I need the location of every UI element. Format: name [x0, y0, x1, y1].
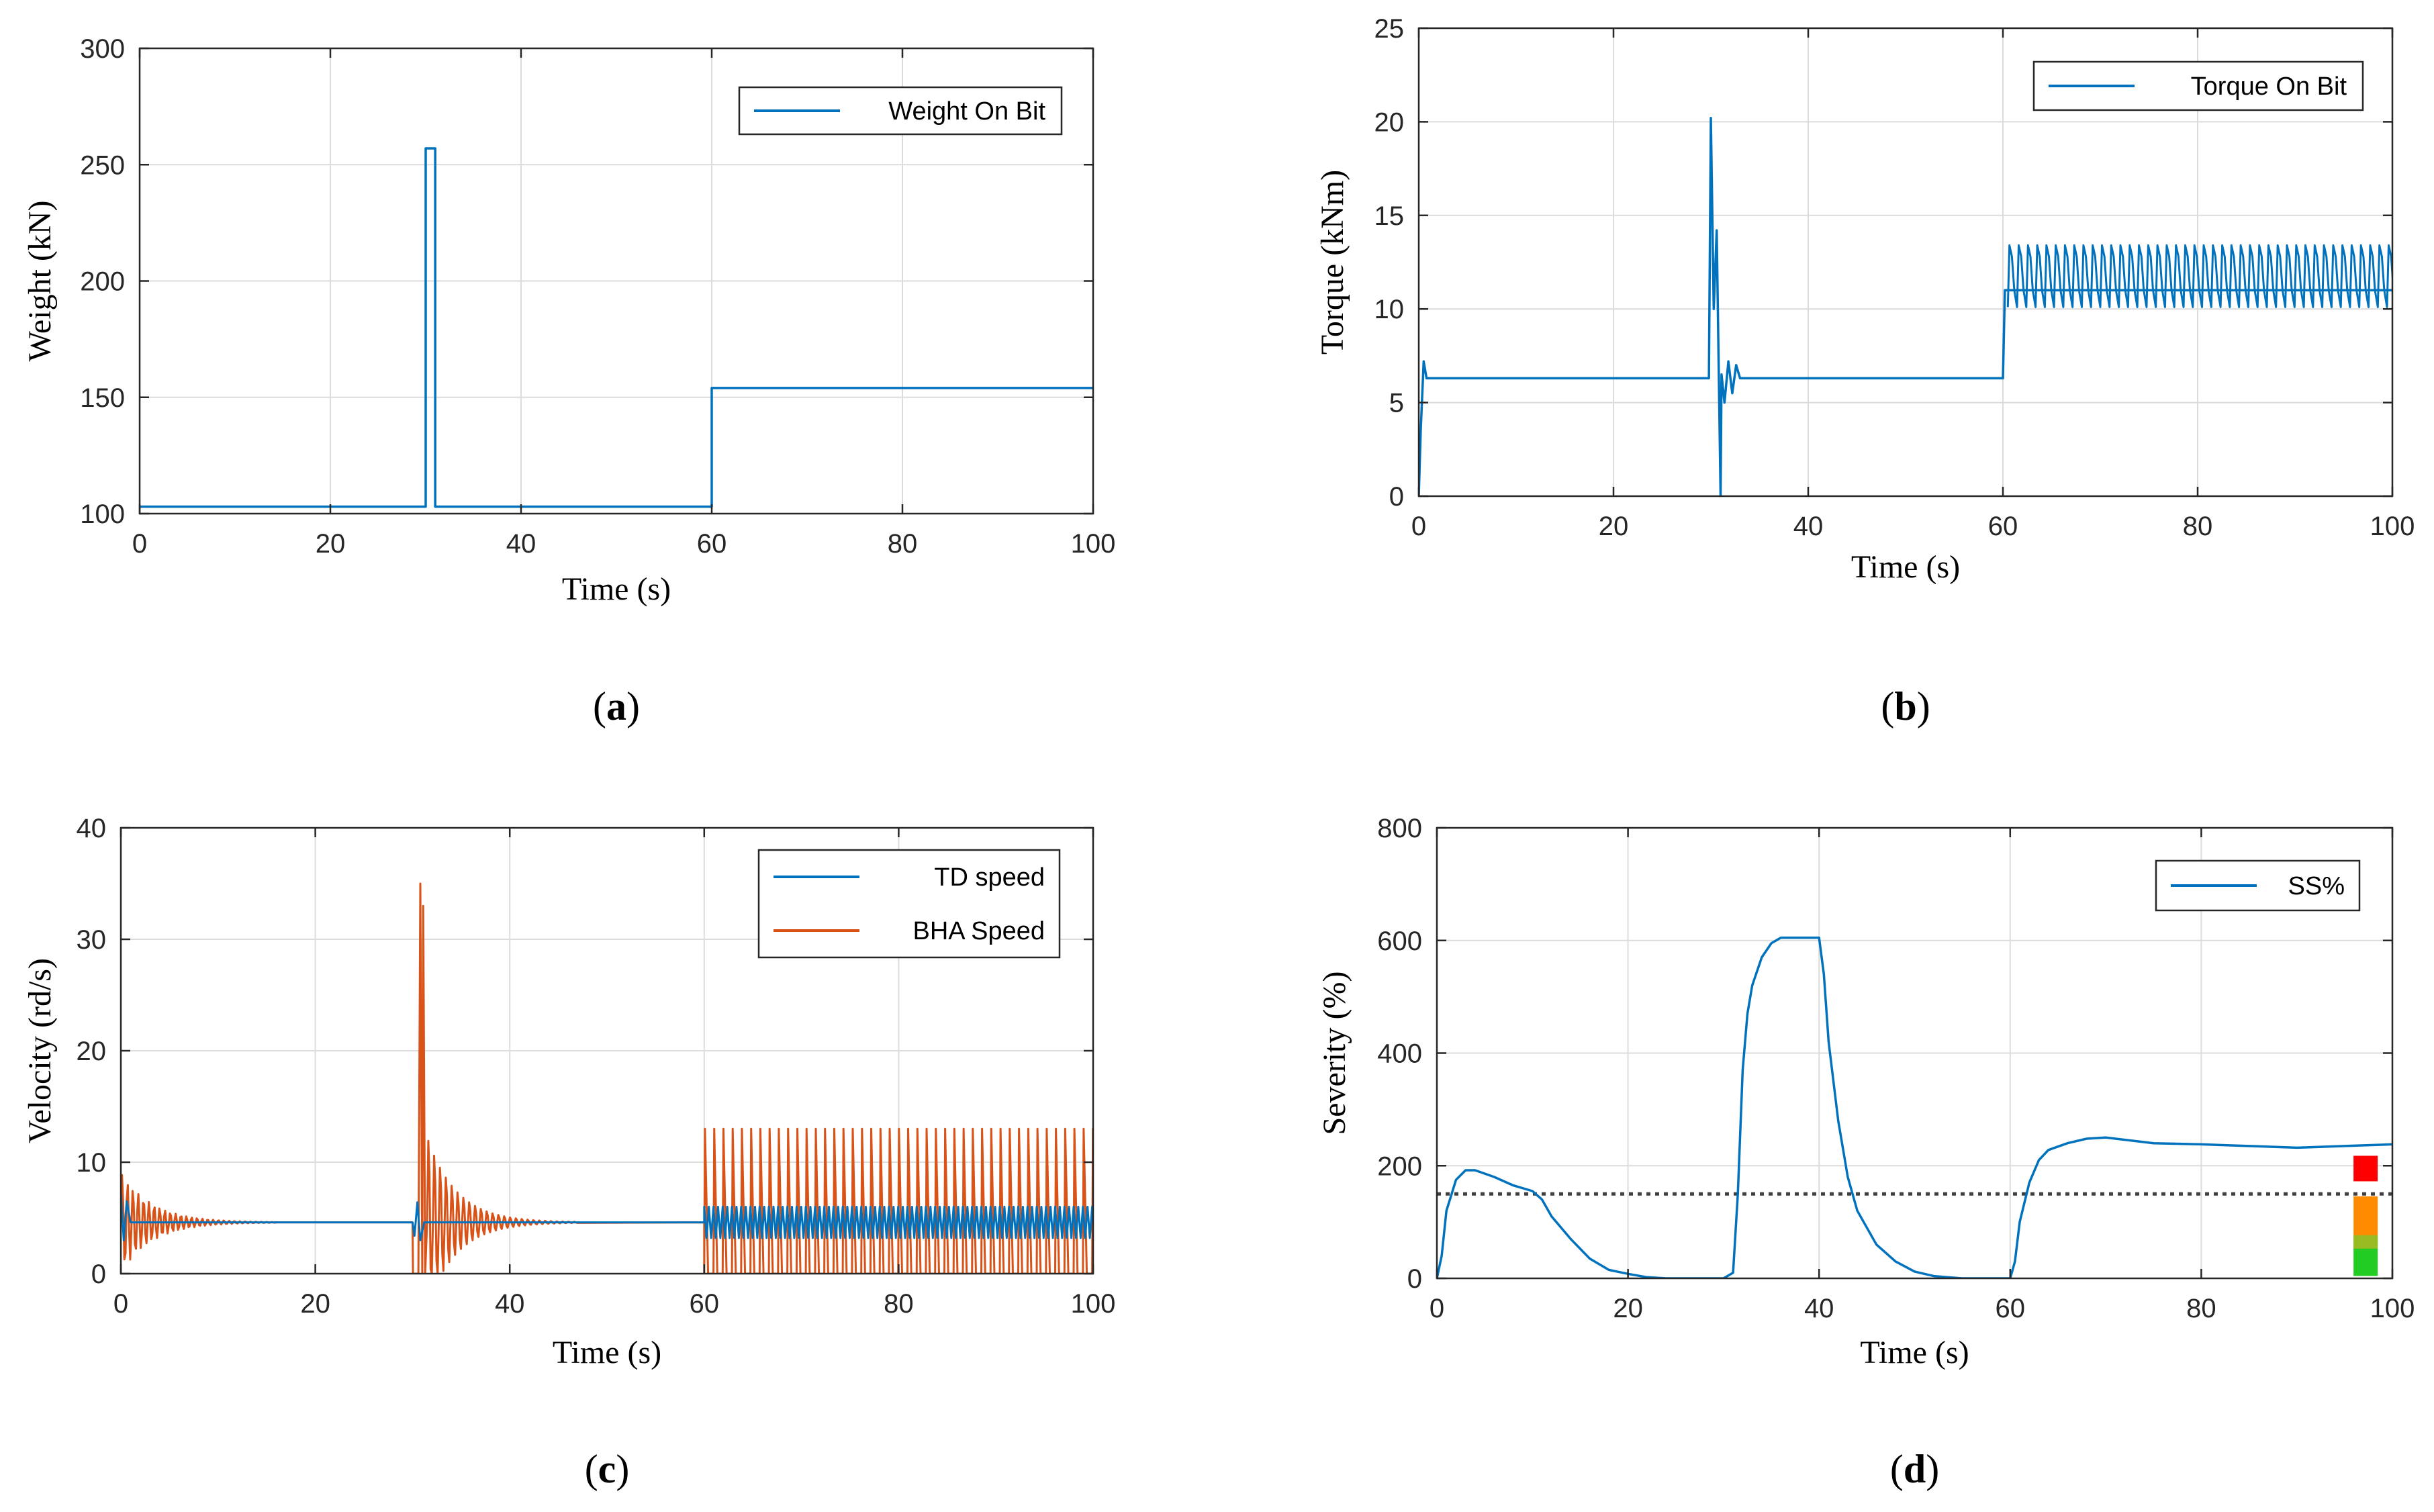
chart-c: 0 20 40 60 80 100 0 10 20 30 40 Time (s) Velocity (r…: [22, 814, 1115, 1491]
x-tick-label: 40: [1793, 512, 1824, 541]
caption-letter: d: [1904, 1447, 1926, 1491]
series-line-torque-oscillation: [2006, 244, 2392, 308]
caption-letter: c: [598, 1447, 616, 1491]
y-tick-label: 40: [77, 814, 107, 843]
x-axis-label: Time (s): [1851, 549, 1960, 585]
series-line-td-speed: [121, 1193, 1093, 1241]
y-tick-label: 600: [1377, 927, 1422, 956]
legend-label: SS%: [2288, 872, 2345, 900]
legend-label: TD speed: [934, 863, 1045, 892]
y-tick-label: 0: [91, 1260, 106, 1289]
chart-b: 0 20 40 60 80 100 0 5 10 15 20 25 Time (s) Torque (kN…: [1315, 14, 2415, 728]
x-tick-label: 0: [1411, 512, 1426, 541]
y-axis-label: Torque (kNm): [1315, 170, 1350, 355]
severity-marker-high: [2353, 1155, 2378, 1182]
x-axis-label: Time (s): [553, 1335, 661, 1370]
subfigure-caption: (d): [1890, 1447, 1939, 1491]
y-tick-label: 400: [1377, 1039, 1422, 1069]
data-layer: [1419, 117, 2392, 496]
x-tick-label: 80: [2186, 1294, 2216, 1323]
x-tick-label: 60: [697, 529, 727, 559]
y-tick-label: 250: [80, 150, 125, 180]
y-tick-label: 10: [1374, 295, 1405, 324]
y-tick-label: 100: [80, 500, 125, 529]
x-tick-label: 80: [888, 529, 918, 559]
subfigure-caption: (b): [1881, 684, 1930, 728]
x-tick-label: 40: [506, 529, 536, 559]
plot-frame: [1417, 27, 2394, 498]
legend-label: Weight On Bit: [888, 97, 1045, 126]
severity-marker-gradient: [2353, 1235, 2378, 1249]
y-tick-label: 25: [1374, 14, 1405, 44]
data-layer: [1437, 936, 2392, 1278]
y-tick-label: 15: [1374, 201, 1405, 231]
x-tick-label: 100: [1071, 1289, 1116, 1319]
data-layer: [140, 147, 1093, 508]
y-axis-label: Weight (kN): [22, 200, 58, 361]
x-tick-label: 80: [2183, 512, 2213, 541]
subfigure-caption: (a): [593, 684, 640, 728]
x-tick-label: 60: [1988, 512, 2018, 541]
x-tick-label: 100: [1071, 529, 1116, 559]
y-tick-label: 800: [1377, 814, 1422, 843]
y-axis-label: Velocity (rd/s): [22, 958, 58, 1143]
x-axis-label: Time (s): [562, 571, 671, 607]
caption-letter: b: [1894, 684, 1916, 728]
y-tick-label: 300: [80, 34, 125, 64]
x-tick-label: 0: [113, 1289, 128, 1319]
y-tick-label: 200: [80, 267, 125, 297]
x-tick-label: 80: [884, 1289, 914, 1319]
y-tick-label: 200: [1377, 1151, 1422, 1181]
series-line-bha-speed: [121, 882, 1093, 1274]
caption-letter: a: [606, 684, 626, 728]
x-tick-label: 20: [316, 529, 346, 559]
y-tick-label: 30: [77, 925, 107, 955]
y-tick-label: 150: [80, 383, 125, 413]
x-tick-label: 40: [495, 1289, 525, 1319]
x-tick-label: 100: [2370, 1294, 2415, 1323]
y-tick-label: 5: [1389, 389, 1404, 418]
x-axis-label: Time (s): [1860, 1335, 1969, 1370]
x-tick-label: 100: [2370, 512, 2415, 541]
y-tick-label: 0: [1389, 482, 1404, 512]
legend-label: BHA Speed: [913, 917, 1045, 945]
y-tick-label: 20: [77, 1037, 107, 1066]
series-line-weight-on-bit: [140, 147, 1093, 508]
series-line-ss-percent: [1437, 936, 2392, 1278]
legend-box: [757, 849, 1061, 959]
series-line-torque-on-bit: [1419, 117, 2392, 496]
legend-label: Torque On Bit: [2191, 73, 2347, 101]
x-tick-label: 20: [1599, 512, 1629, 541]
y-tick-label: 0: [1407, 1264, 1422, 1294]
chart-a: 0 20 40 60 80 100 100 150 200 250 300 Time (s) Weigh…: [22, 34, 1115, 728]
y-tick-label: 10: [77, 1148, 107, 1178]
y-tick-label: 20: [1374, 107, 1405, 137]
x-tick-label: 20: [1613, 1294, 1643, 1323]
x-tick-label: 0: [1430, 1294, 1444, 1323]
x-tick-label: 0: [132, 529, 147, 559]
x-tick-label: 40: [1804, 1294, 1834, 1323]
chart-d: 0 20 40 60 80 100 0 200 400 600 800 Time (s) Severit…: [1317, 814, 2415, 1491]
data-layer: [121, 882, 1093, 1274]
subfigure-caption: (c): [585, 1447, 630, 1491]
severity-marker-medium: [2353, 1196, 2378, 1237]
y-axis-label: Severity (%): [1317, 972, 1352, 1135]
x-tick-label: 20: [300, 1289, 330, 1319]
x-tick-label: 60: [690, 1289, 720, 1319]
x-tick-label: 60: [1996, 1294, 2026, 1323]
